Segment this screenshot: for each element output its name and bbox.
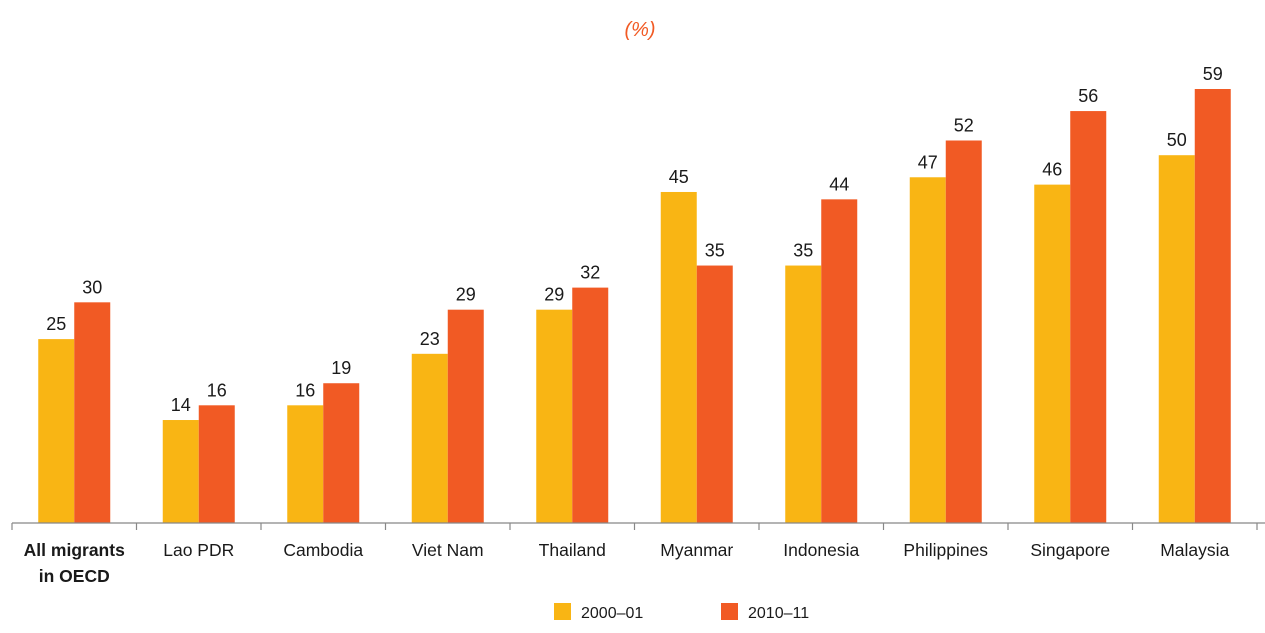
x-tick-label: Viet Nam — [412, 540, 484, 560]
bar-series1 — [1158, 155, 1195, 524]
legend-swatch — [554, 603, 571, 620]
value-label: 29 — [456, 285, 476, 305]
value-label: 19 — [331, 358, 351, 378]
value-label: 47 — [918, 152, 938, 172]
bar-series1 — [411, 353, 448, 523]
x-tick-label: Malaysia — [1160, 540, 1229, 560]
bar-series1 — [909, 177, 946, 523]
x-tick-label: Cambodia — [283, 540, 363, 560]
value-label: 30 — [82, 277, 102, 297]
bar-series2 — [1194, 89, 1231, 523]
value-label: 32 — [580, 263, 600, 283]
x-tick-label: Myanmar — [660, 540, 733, 560]
value-label: 29 — [544, 285, 564, 305]
x-tick-label: Singapore — [1030, 540, 1110, 560]
value-label: 52 — [954, 115, 974, 135]
bar-series2 — [572, 287, 609, 523]
bar-series2 — [447, 309, 484, 523]
x-tick-label: Lao PDR — [163, 540, 234, 560]
value-label: 23 — [420, 329, 440, 349]
value-label: 44 — [829, 174, 849, 194]
x-tick-label: Thailand — [539, 540, 606, 560]
bar-series1 — [162, 420, 199, 523]
x-axis-tick-labels: All migrants in OECD Lao PDR Cambodia Viet N… — [24, 540, 1230, 586]
bar-series2 — [74, 302, 111, 523]
legend: 2000–01 2010–11 — [554, 603, 809, 622]
value-label: 45 — [669, 167, 689, 187]
value-label: 16 — [295, 380, 315, 400]
value-label: 35 — [793, 241, 813, 261]
x-axis-ticks — [11, 523, 1258, 530]
bar-series1 — [660, 191, 697, 524]
bar-series1 — [785, 265, 822, 523]
value-label: 56 — [1078, 86, 1098, 106]
legend-label: 2000–01 — [581, 605, 643, 622]
bars-group — [38, 89, 1231, 524]
bar-series1 — [38, 339, 75, 523]
bar-series2 — [1070, 111, 1107, 523]
x-tick-label: Philippines — [903, 540, 988, 560]
bar-series2 — [323, 383, 360, 523]
bar-series2 — [198, 405, 235, 523]
chart-unit-label: (%) — [624, 19, 655, 41]
legend-swatch — [721, 603, 738, 620]
value-label: 16 — [207, 380, 227, 400]
bar-series1 — [536, 309, 573, 523]
value-label: 25 — [46, 314, 66, 334]
bar-series1 — [1034, 184, 1071, 523]
bar-series2 — [696, 265, 733, 523]
bar-series1 — [287, 405, 324, 523]
bar-series2 — [945, 140, 982, 524]
x-tick-label: Indonesia — [783, 540, 859, 560]
bar-series2 — [821, 199, 858, 523]
value-label: 50 — [1167, 130, 1187, 150]
x-tick-label: All migrants in OECD — [24, 540, 125, 586]
value-labels-group: 25 30 14 16 16 19 23 29 29 32 45 35 35 44 47 52 46 56 50 59 — [46, 64, 1223, 415]
value-label: 14 — [171, 395, 191, 415]
legend-label: 2010–11 — [748, 605, 809, 622]
value-label: 59 — [1203, 64, 1223, 84]
value-label: 35 — [705, 241, 725, 261]
value-label: 46 — [1042, 160, 1062, 180]
